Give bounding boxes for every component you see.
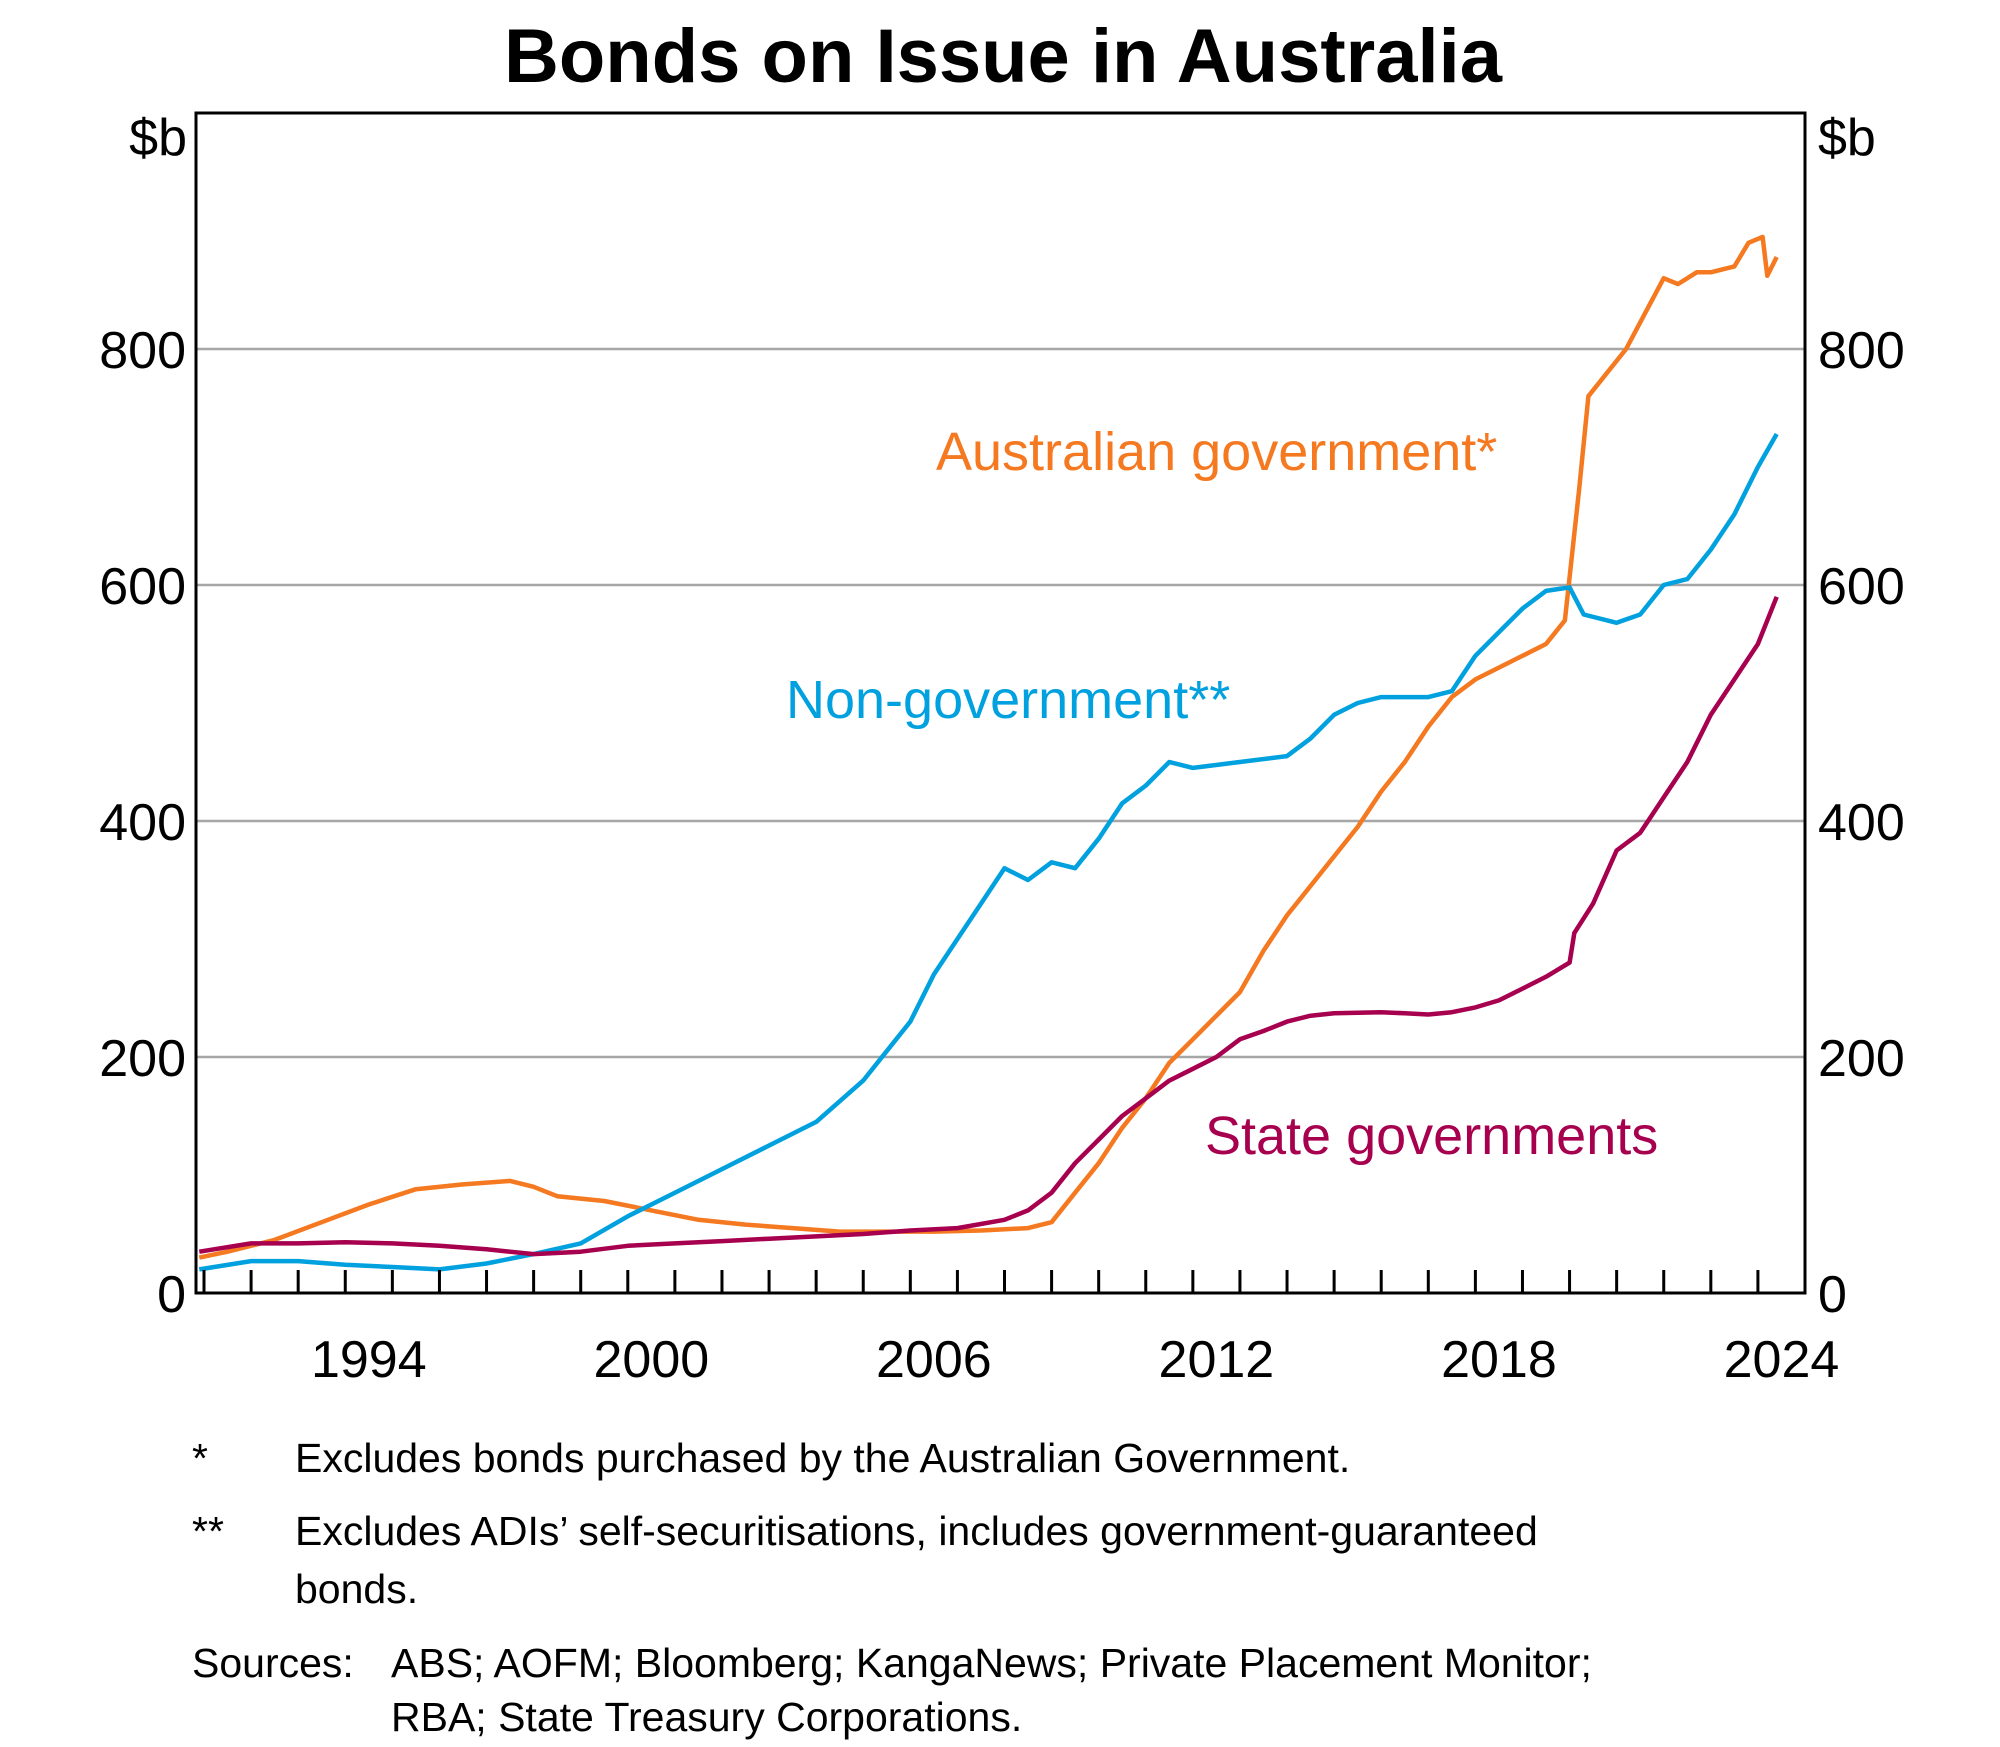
footnote-1-text: Excludes bonds purchased by the Australi…	[295, 1435, 1350, 1481]
series-line-australian-government	[198, 234, 1779, 1260]
footnote-1-marker: *	[192, 1435, 208, 1481]
y-tick-label-left: 800	[99, 322, 186, 380]
plot-frame	[194, 111, 1807, 1295]
series-line-non-government	[198, 432, 1779, 1272]
y-tick-label-right: 400	[1818, 794, 1905, 852]
y-tick-label-right: 200	[1818, 1030, 1905, 1088]
gridlines	[196, 347, 1805, 1059]
x-tick-labels: 1994 2000 2006 2012 2018 2024	[311, 1331, 1839, 1389]
y-tick-labels: 0 0 200 200 400 400 600 600 800 800	[99, 322, 1905, 1324]
x-tick-label: 2006	[876, 1331, 992, 1389]
sources-line-2: RBA; State Treasury Corporations.	[391, 1694, 1022, 1740]
y-tick-label-left: 400	[99, 794, 186, 852]
y-axis-unit-right: $b	[1818, 109, 1876, 167]
series-line-state-governments	[198, 595, 1779, 1257]
label-state-governments: State governments	[1205, 1106, 1658, 1166]
y-tick-label-right: 800	[1818, 322, 1905, 380]
footnote-2-marker: **	[192, 1508, 224, 1554]
y-tick-label-left: 200	[99, 1030, 186, 1088]
x-tick-label: 2000	[593, 1331, 709, 1389]
footnote-2-text: Excludes ADIs’ self-securitisations, inc…	[295, 1508, 1538, 1554]
x-tick-label: 1994	[311, 1331, 427, 1389]
sources-line-1: ABS; AOFM; Bloomberg; KangaNews; Private…	[391, 1640, 1592, 1686]
y-tick-label-right: 600	[1818, 558, 1905, 616]
y-tick-label-left: 600	[99, 558, 186, 616]
series-lines	[198, 234, 1779, 1272]
y-tick-label-left: 0	[157, 1266, 186, 1324]
y-tick-label-right: 0	[1818, 1266, 1847, 1324]
label-non-government: Non-government**	[786, 670, 1230, 730]
x-tick-label: 2018	[1441, 1331, 1557, 1389]
x-tick-label: 2024	[1724, 1331, 1840, 1389]
footnote-2-text-cont: bonds.	[295, 1566, 418, 1612]
y-axis-unit-left: $b	[129, 109, 187, 167]
chart-title: Bonds on Issue in Australia	[504, 14, 1503, 99]
label-australian-government: Australian government*	[936, 422, 1497, 482]
sources-label: Sources:	[192, 1640, 354, 1686]
x-ticks	[202, 1270, 1760, 1293]
x-tick-label: 2012	[1159, 1331, 1275, 1389]
